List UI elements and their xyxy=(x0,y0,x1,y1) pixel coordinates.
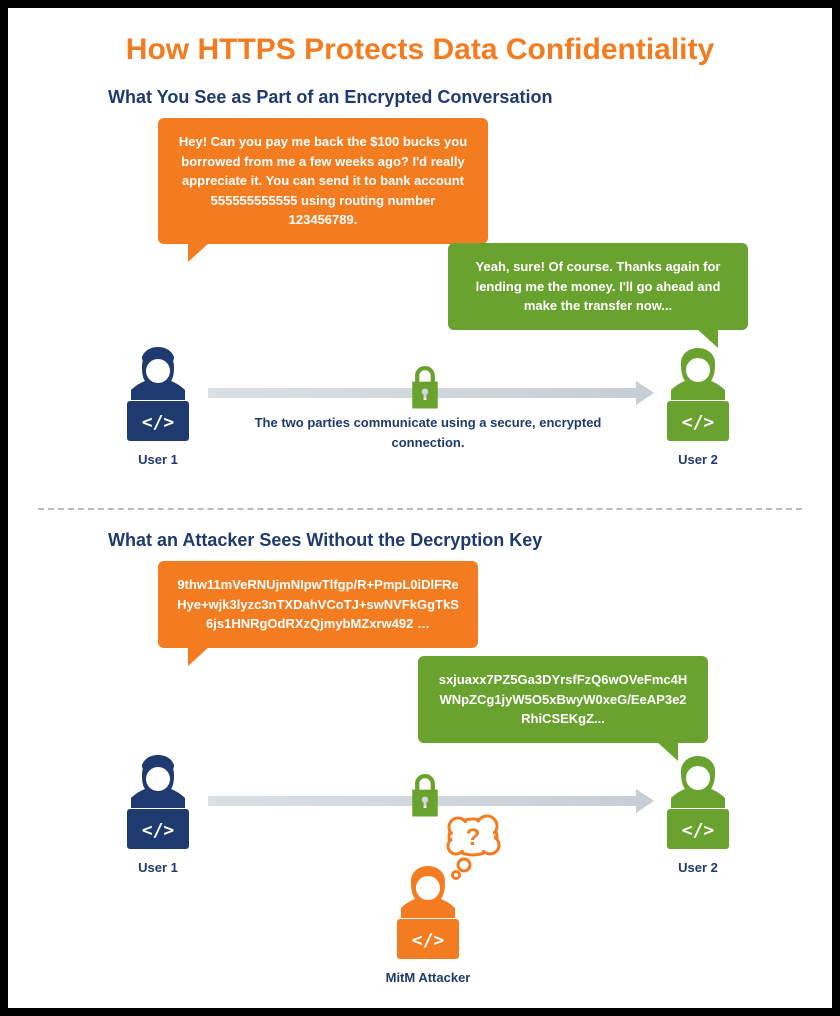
user2-label: User 2 xyxy=(648,452,748,467)
svg-text:</>: </> xyxy=(142,820,175,841)
user1-label: User 1 xyxy=(108,452,208,467)
user2-encrypted-bubble: sxjuaxx7PZ5Ga3DYrsfFzQ6wOVeFmc4HWNpZCg1j… xyxy=(418,656,708,743)
user2-figure-2: </> User 2 xyxy=(648,751,748,875)
user1-encrypted-bubble: 9thw11mVeRNUjmNIpwTlfgp/R+PmpL0iDlFReHye… xyxy=(158,561,478,648)
user1-speech-bubble: Hey! Can you pay me back the $100 bucks … xyxy=(158,118,488,244)
svg-text:</>: </> xyxy=(412,930,445,951)
lock-icon xyxy=(408,366,442,406)
user2-speech-bubble: Yeah, sure! Of course. Thanks again for … xyxy=(448,243,748,330)
question-mark-icon: ? xyxy=(466,824,481,851)
user1-figure: </> User 1 xyxy=(108,343,208,467)
user1-label-2: User 1 xyxy=(108,860,208,875)
user2-label-2: User 2 xyxy=(648,860,748,875)
user2-figure: </> User 2 xyxy=(648,343,748,467)
section-divider xyxy=(38,508,802,510)
lock-icon-2 xyxy=(408,774,442,814)
svg-text:</>: </> xyxy=(682,820,715,841)
user1-figure-2: </> User 1 xyxy=(108,751,208,875)
page-title: How HTTPS Protects Data Confidentiality xyxy=(38,33,802,67)
section1-scene: Hey! Can you pay me back the $100 bucks … xyxy=(38,118,802,498)
connection-caption: The two parties communicate using a secu… xyxy=(248,413,608,452)
svg-text:</>: </> xyxy=(682,412,715,433)
attacker-figure: </> MitM Attacker xyxy=(378,861,478,985)
svg-text:</>: </> xyxy=(142,412,175,433)
section2-scene: 9thw11mVeRNUjmNIpwTlfgp/R+PmpL0iDlFReHye… xyxy=(38,561,802,981)
section1-heading: What You See as Part of an Encrypted Con… xyxy=(108,87,802,108)
section2-heading: What an Attacker Sees Without the Decryp… xyxy=(108,530,802,551)
attacker-label: MitM Attacker xyxy=(378,970,478,985)
